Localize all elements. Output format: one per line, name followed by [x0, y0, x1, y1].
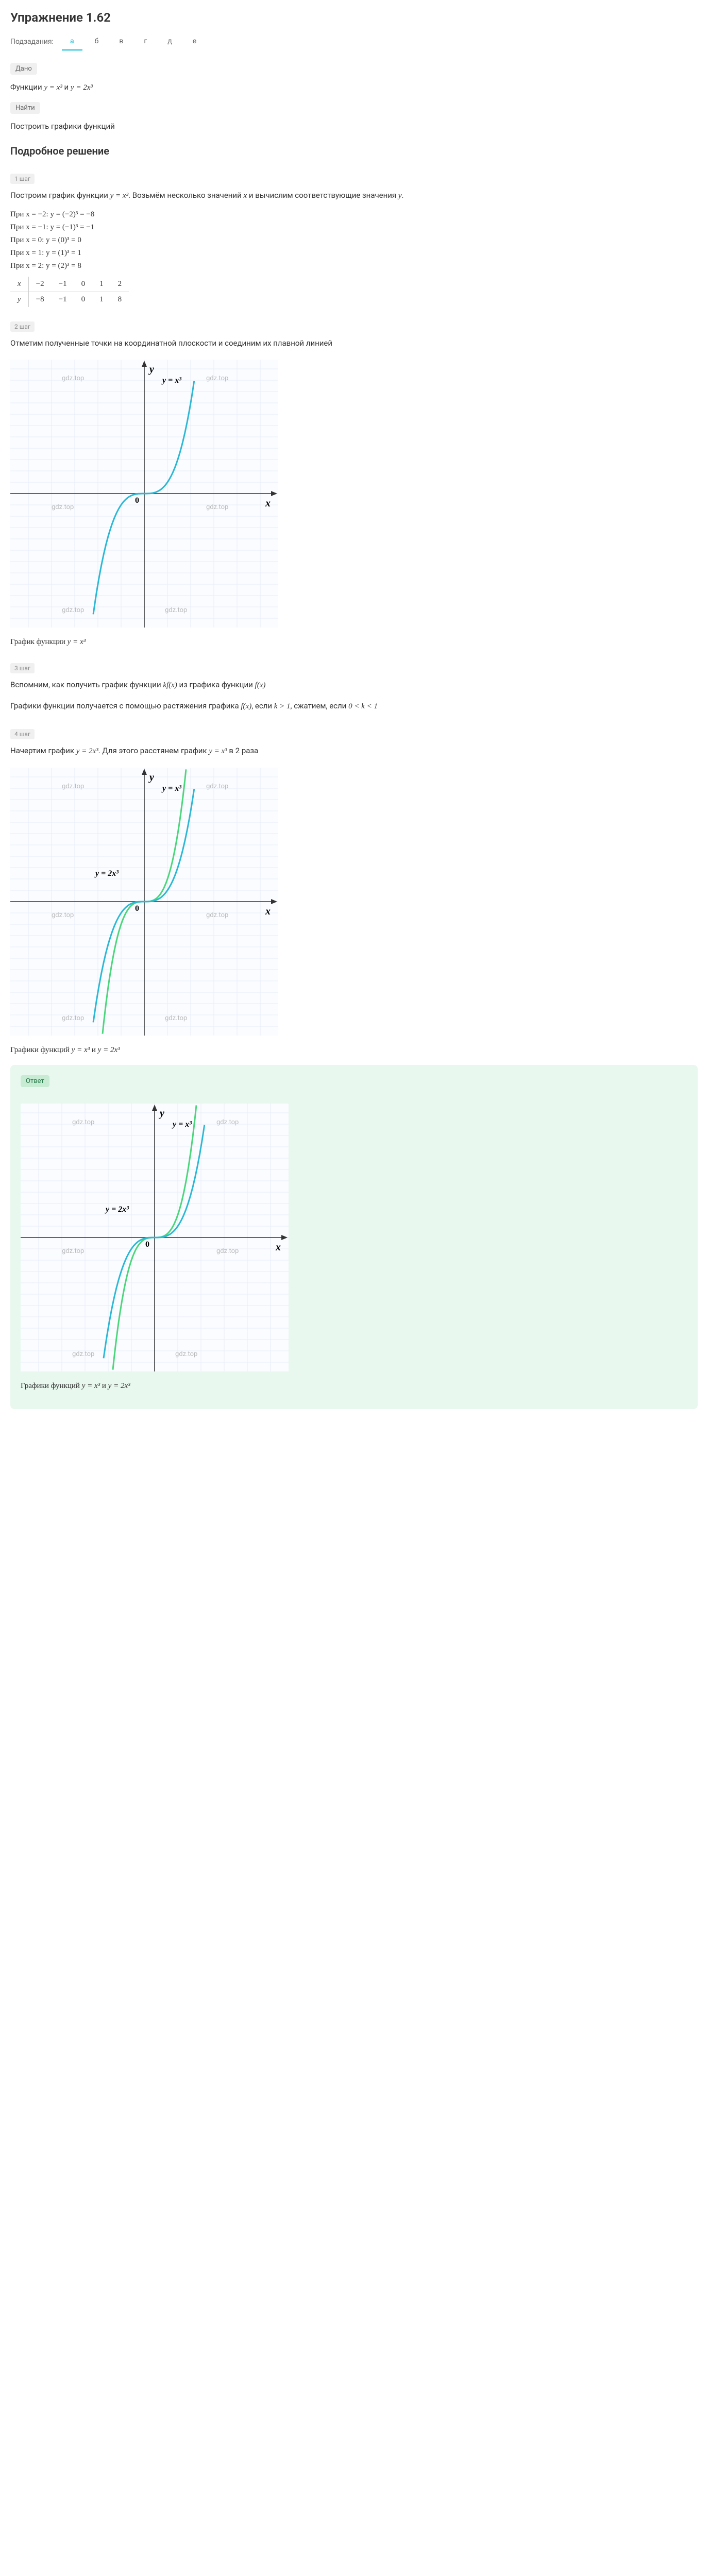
calc-line: При x = 0: y = (0)³ = 0 [10, 236, 698, 245]
graph2-container: y x 0 y = x³ y = 2x³ gdz.top gdz.top gdz.top gdz… [10, 768, 698, 1036]
svg-text:y = 2x³: y = 2x³ [105, 1205, 129, 1214]
step4-badge: 4 шаг [10, 729, 35, 739]
xy-table: x −2 −1 0 1 2 y −8 −1 0 1 8 [10, 277, 129, 307]
svg-text:y = x³: y = x³ [172, 1120, 192, 1129]
tab-b[interactable]: б [87, 33, 107, 50]
svg-text:gdz.top: gdz.top [62, 606, 84, 614]
graph3: y x 0 y = x³ y = 2x³ gdz.top gdz.top gdz.top gdz… [21, 1104, 289, 1371]
step3-rule: Графики функции получается с помощью рас… [10, 700, 698, 713]
svg-text:y: y [159, 1108, 164, 1119]
table-cell: 1 [92, 292, 111, 308]
step3-badge: 3 шаг [10, 663, 35, 673]
svg-text:x: x [265, 498, 271, 509]
page-title: Упражнение 1.62 [10, 10, 698, 25]
svg-text:gdz.top: gdz.top [52, 503, 74, 511]
table-cell: 1 [92, 277, 111, 292]
step3-text: Вспомним, как получить график функции kf… [10, 679, 698, 691]
svg-text:gdz.top: gdz.top [206, 783, 228, 790]
table-cell: −1 [52, 277, 74, 292]
graph3-container: y x 0 y = x³ y = 2x³ gdz.top gdz.top gdz.top gdz… [21, 1104, 687, 1371]
svg-text:gdz.top: gdz.top [72, 1118, 94, 1126]
table-cell: 0 [74, 277, 93, 292]
svg-text:y = x³: y = x³ [161, 376, 181, 385]
calc-line: При x = −2: y = (−2)³ = −8 [10, 210, 698, 219]
svg-text:0: 0 [145, 1240, 149, 1249]
svg-text:y = x³: y = x³ [161, 784, 181, 793]
table-row: y −8 −1 0 1 8 [10, 292, 129, 308]
svg-text:gdz.top: gdz.top [206, 911, 228, 919]
tab-e[interactable]: е [184, 33, 205, 50]
svg-text:y: y [148, 772, 154, 783]
table-cell: x [10, 277, 28, 292]
table-cell: −2 [28, 277, 51, 292]
answer-section: Ответ y x 0 y = x³ y = 2x³ gdz.top gdz.top gdz.… [10, 1065, 698, 1409]
graph2-caption: Графики функций y = x³ и y = 2x³ [10, 1046, 698, 1055]
subtasks-row: Подзадания: а б в г д е [10, 33, 698, 50]
tab-g[interactable]: г [136, 33, 155, 50]
step2-badge: 2 шаг [10, 321, 35, 332]
svg-text:x: x [275, 1242, 281, 1253]
solution-heading: Подробное решение [10, 145, 698, 157]
step1-text: Построим график функции y = x³. Возьмём … [10, 189, 698, 202]
svg-text:gdz.top: gdz.top [165, 1014, 187, 1022]
answer-badge: Ответ [21, 1075, 49, 1087]
svg-text:gdz.top: gdz.top [206, 375, 228, 382]
svg-text:gdz.top: gdz.top [216, 1247, 239, 1255]
svg-text:gdz.top: gdz.top [62, 1014, 84, 1022]
calc-line: При x = 1: y = (1)³ = 1 [10, 249, 698, 258]
svg-text:gdz.top: gdz.top [62, 783, 84, 790]
table-cell: −1 [52, 292, 74, 308]
calc-line: При x = −1: y = (−1)³ = −1 [10, 223, 698, 232]
tab-v[interactable]: в [111, 33, 131, 50]
answer-caption: Графики функций y = x³ и y = 2x³ [21, 1382, 687, 1391]
table-cell: y [10, 292, 28, 308]
table-cell: 0 [74, 292, 93, 308]
table-cell: 2 [111, 277, 129, 292]
step1-badge: 1 шаг [10, 174, 35, 184]
given-text: Функции y = x³ и y = 2x³ [10, 81, 698, 94]
tab-d[interactable]: д [159, 33, 180, 50]
svg-text:gdz.top: gdz.top [216, 1118, 239, 1126]
svg-text:0: 0 [135, 904, 139, 913]
svg-text:gdz.top: gdz.top [62, 1247, 84, 1255]
tab-a[interactable]: а [62, 33, 82, 50]
step4-text: Начертим график y = 2x³. Для этого расст… [10, 744, 698, 757]
svg-text:gdz.top: gdz.top [206, 503, 228, 511]
svg-text:gdz.top: gdz.top [165, 606, 187, 614]
svg-text:0: 0 [135, 496, 139, 505]
subtasks-label: Подзадания: [10, 38, 54, 46]
graph2: y x 0 y = x³ y = 2x³ gdz.top gdz.top gdz.top gdz… [10, 768, 278, 1036]
graph1: y x 0 y = x³ gdz.top gdz.top gdz.top gdz.top gdz… [10, 360, 278, 628]
given-badge: Дано [10, 63, 37, 75]
svg-text:gdz.top: gdz.top [62, 375, 84, 382]
step2-text: Отметим полученные точки на координатной… [10, 337, 698, 349]
svg-text:x: x [265, 906, 271, 917]
find-badge: Найти [10, 102, 40, 114]
table-cell: −8 [28, 292, 51, 308]
graph1-caption: График функции y = x³ [10, 638, 698, 647]
svg-text:y: y [148, 364, 154, 375]
svg-text:gdz.top: gdz.top [175, 1350, 197, 1358]
calc-line: При x = 2: y = (2)³ = 8 [10, 262, 698, 270]
svg-text:gdz.top: gdz.top [72, 1350, 94, 1358]
table-row: x −2 −1 0 1 2 [10, 277, 129, 292]
find-text: Построить графики функций [10, 120, 698, 132]
table-cell: 8 [111, 292, 129, 308]
svg-text:gdz.top: gdz.top [52, 911, 74, 919]
svg-text:y = 2x³: y = 2x³ [94, 869, 119, 878]
graph1-container: y x 0 y = x³ gdz.top gdz.top gdz.top gdz.top gdz… [10, 360, 698, 628]
